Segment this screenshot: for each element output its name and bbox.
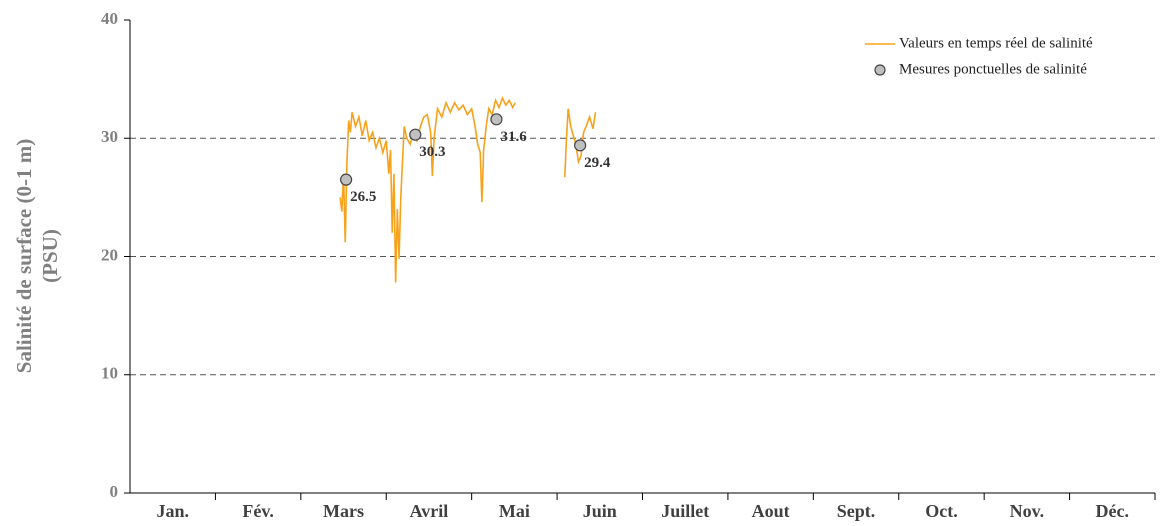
x-tick-label: Mai — [499, 501, 530, 521]
x-tick-label: Juillet — [661, 501, 709, 521]
y-label-line: Salinité de surface (0-1 m) — [12, 139, 36, 373]
y-label-line: (PSU) — [38, 229, 62, 283]
salinity-line — [563, 108, 597, 178]
measure-point — [574, 139, 587, 152]
measure-point — [340, 173, 353, 186]
measure-point — [490, 113, 503, 126]
data-label: 31.6 — [500, 129, 527, 145]
data-label: 29.4 — [584, 155, 611, 171]
x-tick-label: Nov. — [1010, 501, 1045, 521]
y-tick-label: 10 — [101, 364, 118, 383]
x-tick-label: Avril — [410, 501, 449, 521]
x-tick-label: Déc. — [1096, 501, 1129, 521]
y-axis-label: Salinité de surface (0-1 m) (PSU) — [12, 139, 62, 373]
x-tick-label: Jan. — [156, 501, 189, 521]
legend-label: Mesures ponctuelles de salinité — [899, 61, 1087, 77]
data-label: 26.5 — [350, 189, 376, 205]
x-tick-label: Oct. — [925, 501, 957, 521]
legend-label: Valeurs en temps réel de salinité — [899, 35, 1093, 51]
legend-marker — [874, 64, 886, 76]
y-tick-label: 0 — [110, 482, 119, 501]
data-label: 30.3 — [419, 144, 445, 160]
x-tick-label: Aout — [752, 501, 790, 521]
x-tick-label: Fév. — [242, 501, 274, 521]
y-tick-label: 30 — [101, 127, 118, 146]
measure-point — [409, 128, 422, 141]
y-tick-label: 40 — [101, 9, 118, 28]
y-tick-label: 20 — [101, 245, 118, 264]
x-tick-label: Sept. — [837, 501, 876, 521]
x-tick-label: Juin — [583, 501, 617, 521]
x-tick-label: Mars — [323, 501, 364, 521]
